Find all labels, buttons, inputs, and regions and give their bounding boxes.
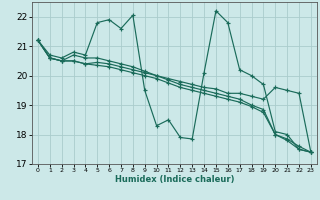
X-axis label: Humidex (Indice chaleur): Humidex (Indice chaleur) (115, 175, 234, 184)
